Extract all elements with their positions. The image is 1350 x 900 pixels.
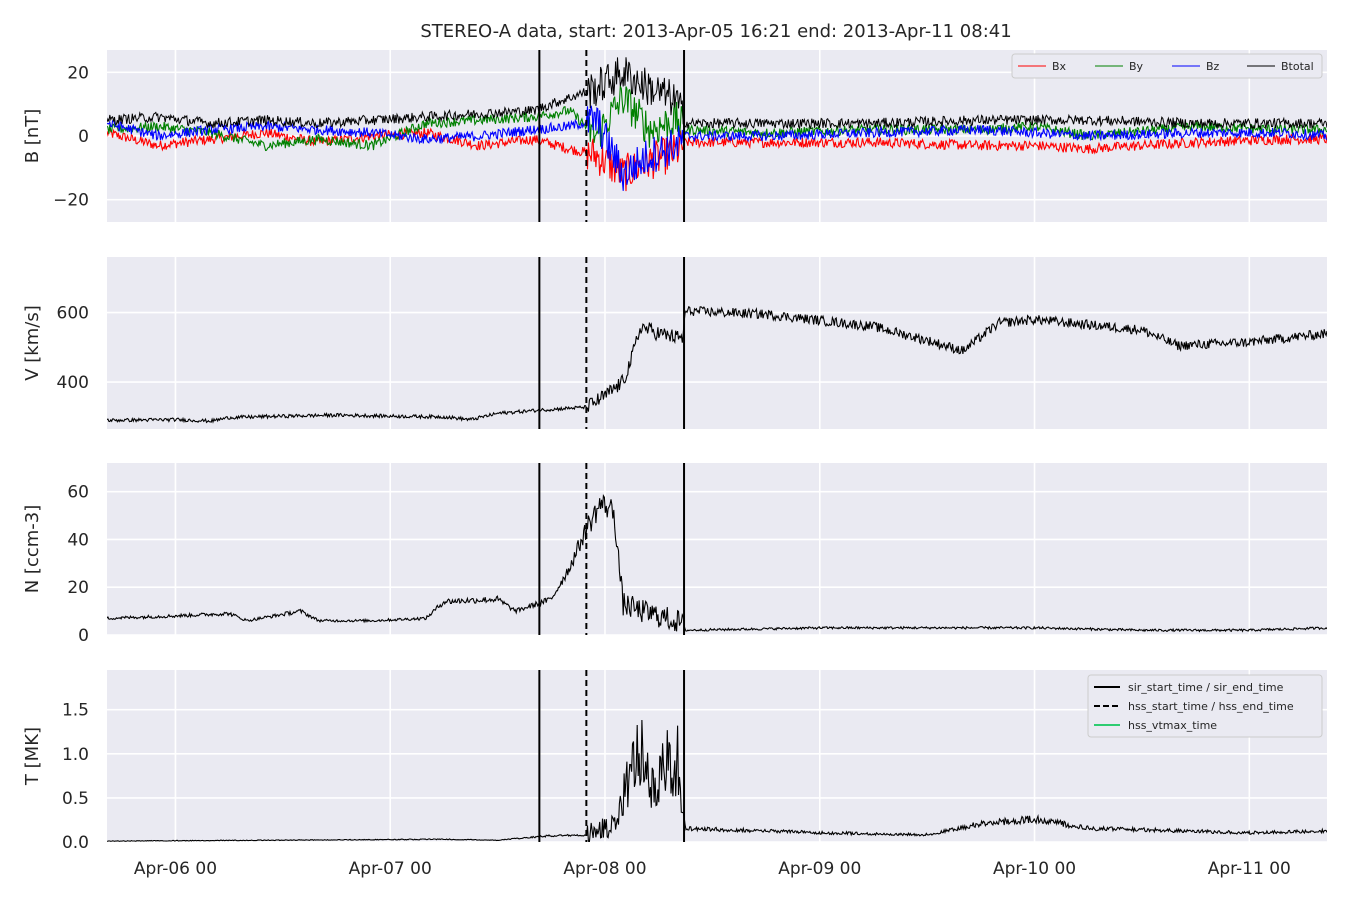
- panel-3: 0 20 40 60 N [ccm-3]: [22, 463, 1327, 646]
- x-tick-label: Apr-09 00: [778, 859, 861, 879]
- y-tick-label: 20: [67, 578, 89, 598]
- plot-area: [107, 463, 1327, 635]
- y-axis-label: B [nT]: [22, 109, 43, 164]
- y-tick-label: −20: [53, 191, 89, 211]
- panels: −20 0 20 B [nT] 400 600 V [km/s] 0 20 40 60 N [ccm-…: [22, 50, 1327, 853]
- y-tick-label: 600: [57, 304, 89, 324]
- y-tick-label: 0: [78, 626, 89, 646]
- x-tick-label: Apr-07 00: [349, 859, 432, 879]
- y-tick-label: 60: [67, 483, 89, 503]
- series-bz: [107, 105, 1327, 191]
- series-group: [107, 493, 1327, 633]
- series-line: [107, 493, 1327, 633]
- x-axis-ticks: Apr-06 00 Apr-07 00 Apr-08 00 Apr-09 00 Apr-…: [134, 859, 1291, 879]
- legend-label-bz: Bz: [1206, 60, 1220, 73]
- legend-label-btotal: Btotal: [1281, 60, 1314, 73]
- x-tick-label: Apr-10 00: [993, 859, 1076, 879]
- y-tick-label: 0: [78, 127, 89, 147]
- panel-2: 400 600 V [km/s]: [22, 257, 1327, 429]
- series-line: [107, 305, 1327, 424]
- y-axis-label: V [km/s]: [22, 305, 43, 380]
- series-group: [107, 719, 1327, 842]
- legend-label-bx: Bx: [1052, 60, 1067, 73]
- event-legend: sir_start_time / sir_end_time hss_start_t…: [1087, 674, 1323, 738]
- y-tick-label: 1.5: [62, 701, 89, 721]
- y-axis-label: N [ccm-3]: [22, 505, 43, 594]
- y-tick-label: 20: [67, 63, 89, 83]
- legend-box: [1011, 53, 1323, 79]
- series-btotal: [107, 57, 1327, 130]
- plot-area: [107, 257, 1327, 429]
- series-line: [107, 719, 1327, 842]
- y-tick-label: 0.5: [62, 789, 89, 809]
- x-tick-label: Apr-11 00: [1208, 859, 1291, 879]
- x-tick-label: Apr-08 00: [563, 859, 646, 879]
- figure-title: STEREO-A data, start: 2013-Apr-05 16:21 …: [420, 21, 1011, 42]
- event-legend-box: [1087, 674, 1323, 738]
- y-tick-label: 0.0: [62, 833, 89, 853]
- y-tick-label: 40: [67, 530, 89, 550]
- y-axis-label: T [MK]: [22, 727, 43, 786]
- legend-label-by: By: [1129, 60, 1144, 73]
- b-field-legend: Bx By Bz Btotal: [1011, 53, 1323, 79]
- y-tick-label: 1.0: [62, 745, 89, 765]
- event-legend-label: hss_vtmax_time: [1128, 719, 1217, 732]
- y-tick-label: 400: [57, 373, 89, 393]
- x-tick-label: Apr-06 00: [134, 859, 217, 879]
- series-group: [107, 57, 1327, 192]
- event-legend-label: sir_start_time / sir_end_time: [1128, 681, 1284, 694]
- event-legend-label: hss_start_time / hss_end_time: [1128, 700, 1294, 713]
- series-group: [107, 305, 1327, 424]
